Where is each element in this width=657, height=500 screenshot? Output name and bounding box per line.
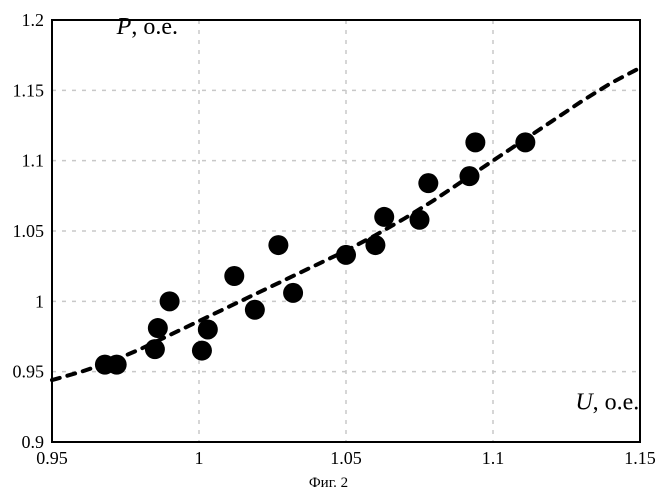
svg-text:P, о.е.: P, о.е. (116, 14, 178, 40)
svg-text:1.2: 1.2 (22, 10, 45, 30)
svg-text:1.05: 1.05 (13, 221, 45, 241)
svg-text:1.1: 1.1 (482, 448, 505, 468)
svg-text:1.15: 1.15 (624, 448, 656, 468)
svg-text:U, о.е.: U, о.е. (575, 390, 639, 416)
chart-container: 0.9511.051.11.150.90.9511.051.11.151.2P,… (0, 0, 657, 500)
svg-text:0.9: 0.9 (22, 432, 45, 452)
svg-text:1: 1 (195, 448, 204, 468)
svg-text:0.95: 0.95 (13, 362, 45, 382)
svg-text:1.15: 1.15 (13, 80, 45, 100)
figure-caption: Фиг. 2 (0, 475, 657, 492)
svg-text:1.05: 1.05 (330, 448, 362, 468)
svg-text:1: 1 (35, 291, 44, 311)
svg-text:1.1: 1.1 (22, 151, 45, 171)
scatter-chart: 0.9511.051.11.150.90.9511.051.11.151.2P,… (0, 0, 657, 500)
